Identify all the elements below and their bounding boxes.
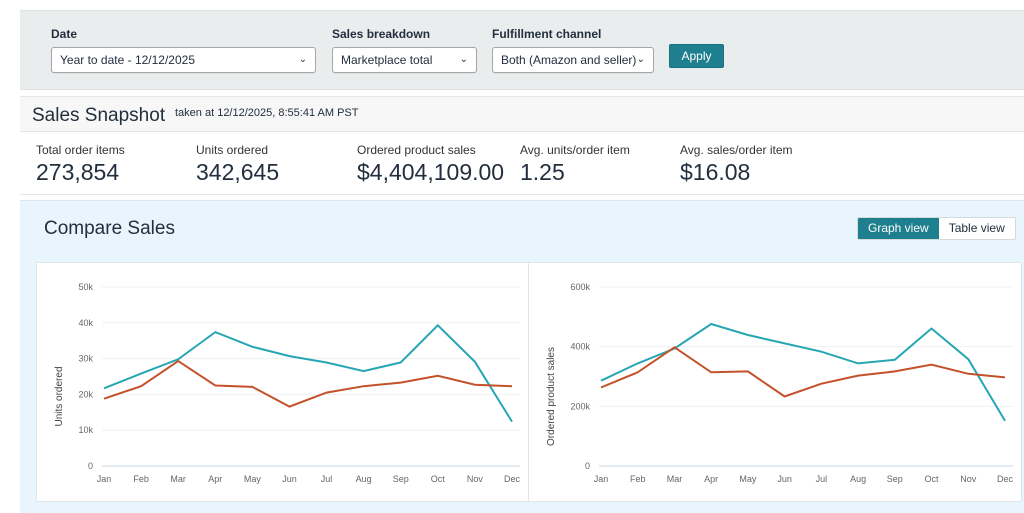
fulfillment-channel-filter: Fulfillment channel Both (Amazon and sel…	[492, 27, 654, 73]
x-tick-label: Apr	[704, 474, 718, 484]
x-tick-label: Aug	[356, 474, 372, 484]
x-tick-label: Oct	[925, 474, 940, 484]
units-ordered-chart-panel: 0 10k 20k 30k 40k 50k Jan Feb Mar Apr May Jun Jul Aug…	[36, 262, 529, 502]
compare-sales-title: Compare Sales	[44, 218, 175, 239]
y-axis-title: Ordered product sales	[546, 347, 557, 446]
y-tick-label: 10k	[78, 425, 93, 435]
y-tick-label: 30k	[78, 354, 93, 364]
y-tick-label: 400k	[570, 342, 590, 352]
fulfillment-channel-value: Both (Amazon and seller)	[501, 53, 637, 67]
x-tick-label: Nov	[467, 474, 484, 484]
apply-button[interactable]: Apply	[669, 44, 724, 68]
chevron-down-icon: ⌄	[636, 54, 645, 65]
date-select[interactable]: Year to date - 12/12/2025 ⌄	[51, 47, 316, 73]
metric-value: $16.08	[680, 159, 751, 185]
fulfillment-channel-label: Fulfillment channel	[492, 27, 602, 41]
sales-breakdown-filter: Sales breakdown Marketplace total ⌄	[332, 27, 477, 73]
x-tick-label: Mar	[667, 474, 683, 484]
y-tick-label: 200k	[570, 401, 590, 411]
sales-breakdown-value: Marketplace total	[341, 53, 433, 67]
compare-sales-section: Compare Sales Graph view Table view 0 10k…	[20, 200, 1024, 513]
y-tick-label: 0	[88, 461, 93, 471]
snapshot-metrics: Total order items 273,854 Units ordered …	[20, 132, 1024, 195]
metric-value: 342,645	[196, 159, 280, 185]
ordered-product-sales-chart: 0 200k 400k 600k Jan Feb Mar Apr May Jun Jul Aug Sep…	[546, 282, 1014, 484]
metric-label: Ordered product sales	[357, 143, 476, 157]
x-tick-label: Jul	[816, 474, 828, 484]
snapshot-timestamp: taken at 12/12/2025, 8:55:41 AM PST	[175, 107, 359, 119]
metric-label: Total order items	[36, 143, 125, 157]
chevron-down-icon: ⌄	[298, 54, 307, 65]
ordered-product-sales-chart-panel: 0 200k 400k 600k Jan Feb Mar Apr May Jun Jul Aug Sep…	[528, 262, 1022, 502]
metric-ordered-product-sales: Ordered product sales $4,404,109.00	[357, 143, 504, 186]
y-axis-title: Units ordered	[54, 366, 65, 426]
y-tick-label: 50k	[78, 282, 93, 292]
date-select-value: Year to date - 12/12/2025	[60, 53, 195, 67]
table-view-button[interactable]: Table view	[938, 218, 1015, 239]
metric-avg-units-per-order-item: Avg. units/order item 1.25	[520, 143, 630, 186]
units-ordered-chart: 0 10k 20k 30k 40k 50k Jan Feb Mar Apr May Jun Jul Aug…	[54, 282, 521, 484]
x-tick-label: Aug	[850, 474, 866, 484]
x-tick-label: Jul	[321, 474, 333, 484]
x-tick-label: Dec	[997, 474, 1014, 484]
x-tick-label: Jun	[777, 474, 792, 484]
fulfillment-channel-select[interactable]: Both (Amazon and seller) ⌄	[492, 47, 654, 73]
metric-avg-sales-per-order-item: Avg. sales/order item $16.08	[680, 143, 793, 186]
date-filter: Date Year to date - 12/12/2025 ⌄	[51, 27, 316, 73]
x-tick-label: May	[739, 474, 757, 484]
metric-total-order-items: Total order items 273,854	[36, 143, 125, 186]
x-tick-label: Apr	[208, 474, 222, 484]
graph-view-button[interactable]: Graph view	[858, 218, 939, 239]
view-toggle: Graph view Table view	[857, 217, 1016, 240]
top-strip	[0, 0, 1024, 8]
metric-value: 1.25	[520, 159, 565, 185]
x-tick-label: Jan	[594, 474, 609, 484]
y-tick-label: 40k	[78, 318, 93, 328]
x-tick-label: Oct	[431, 474, 446, 484]
y-tick-label: 20k	[78, 389, 93, 399]
series-line-2	[600, 346, 1006, 398]
x-tick-label: Jun	[282, 474, 297, 484]
metric-label: Units ordered	[196, 143, 269, 157]
series-line-2	[103, 359, 513, 408]
x-tick-label: Feb	[630, 474, 646, 484]
x-tick-label: Sep	[887, 474, 903, 484]
sales-snapshot-title: Sales Snapshot	[32, 105, 166, 126]
x-tick-label: Sep	[393, 474, 409, 484]
y-tick-label: 600k	[570, 282, 590, 292]
sales-breakdown-label: Sales breakdown	[332, 27, 431, 41]
sales-snapshot-header: Sales Snapshot taken at 12/12/2025, 8:55…	[20, 96, 1024, 132]
x-tick-label: Jan	[97, 474, 112, 484]
metric-value: $4,404,109.00	[357, 159, 505, 185]
x-tick-label: May	[244, 474, 262, 484]
series-line-1	[103, 323, 513, 423]
x-tick-label: Nov	[960, 474, 977, 484]
metric-label: Avg. sales/order item	[680, 143, 793, 157]
y-tick-label: 0	[585, 461, 590, 471]
metric-label: Avg. units/order item	[520, 143, 630, 157]
chevron-down-icon: ⌄	[459, 54, 468, 65]
metric-units-ordered: Units ordered 342,645	[196, 143, 279, 186]
date-filter-label: Date	[51, 27, 78, 41]
x-tick-label: Feb	[133, 474, 149, 484]
metric-value: 273,854	[36, 159, 120, 185]
x-tick-label: Mar	[170, 474, 186, 484]
x-tick-label: Dec	[504, 474, 521, 484]
filter-bar: Date Year to date - 12/12/2025 ⌄ Sales b…	[20, 10, 1024, 90]
sales-breakdown-select[interactable]: Marketplace total ⌄	[332, 47, 477, 73]
